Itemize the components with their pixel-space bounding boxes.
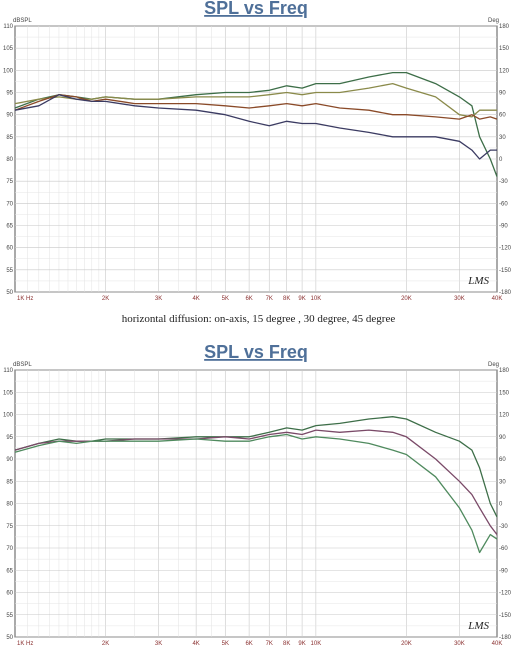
y-tick-label: 100 <box>3 68 14 74</box>
y-right-tick-label: 0 <box>499 157 503 163</box>
y-tick-label: 70 <box>6 546 13 552</box>
y-tick-label: 95 <box>6 91 13 97</box>
y-right-tick-label: 60 <box>499 113 506 119</box>
y-right-tick-label: 30 <box>499 135 506 141</box>
y-tick-label: 75 <box>6 179 13 185</box>
y-right-tick-label: 180 <box>499 368 510 374</box>
x-tick-label: 9K <box>298 641 305 647</box>
x-tick-label: 5K <box>222 296 229 302</box>
y-right-tick-label: -30 <box>499 179 508 185</box>
x-tick-label: 4K <box>192 641 199 647</box>
x-tick-label: 9K <box>298 296 305 302</box>
chart-2: SPL vs Freq dBSPL Deg 50 55 60 65 70 75 80 85 90 95 1… <box>3 342 512 647</box>
lms-logo: LMS <box>467 620 489 632</box>
series-line-3 <box>14 433 498 554</box>
x-tick-label: 40K <box>492 296 503 302</box>
y-tick-label: 85 <box>6 479 13 485</box>
y-tick-label: 55 <box>6 268 13 274</box>
y-right-tick-label: 0 <box>499 502 503 508</box>
y-tick-label: 110 <box>3 24 13 30</box>
x-tick-label: 3K <box>155 641 162 647</box>
y-tick-label: 75 <box>6 524 13 530</box>
x-tick-label: 10K <box>311 641 322 647</box>
x-tick-label: 5K <box>222 641 229 647</box>
y-tick-label: 60 <box>6 246 13 252</box>
y-right-tick-label: -150 <box>499 268 512 274</box>
x-tick-label: 30K <box>454 641 465 647</box>
y-tick-label: 80 <box>6 157 13 163</box>
y-tick-label: 80 <box>6 502 13 508</box>
y-tick-label: 50 <box>6 290 13 296</box>
x-tick-label: 30K <box>454 296 465 302</box>
x-tick-label: 40K <box>492 641 503 647</box>
series-line-2 <box>14 82 497 118</box>
y-right-tick-label: 120 <box>499 68 510 74</box>
x-tick-label: 10K <box>311 296 322 302</box>
y-right-tick-label: 90 <box>499 435 506 441</box>
x-tick-label: 20K <box>401 296 412 302</box>
x-tick-label: 2K <box>102 641 109 647</box>
y-right-tick-label: -180 <box>499 635 512 641</box>
x-tick-label: 8K <box>283 641 290 647</box>
x-tick-label: 6K <box>245 296 252 302</box>
y-tick-label: 50 <box>6 635 13 641</box>
y-right-tick-label: 180 <box>499 24 510 30</box>
y-axis-label-left: dBSPL <box>13 18 32 24</box>
chart-1: SPL vs Freq dBSPL Deg 50 55 60 65 70 75 80 85 90 95 1… <box>3 0 512 302</box>
y-right-tick-label: -90 <box>499 224 508 230</box>
y-right-tick-label: -60 <box>499 546 508 552</box>
y-right-tick-label: 150 <box>499 46 510 52</box>
chart-title: SPL vs Freq <box>204 0 308 18</box>
y-tick-label: 65 <box>6 224 13 230</box>
y-axis-label-right: Deg <box>488 18 499 24</box>
y-right-tick-label: -60 <box>499 201 508 207</box>
series-line-4 <box>14 94 497 160</box>
y-right-tick-label: 60 <box>499 457 506 463</box>
x-tick-label: 20K <box>401 641 412 647</box>
y-axis-label-left: dBSPL <box>13 362 32 368</box>
y-right-tick-label: -90 <box>499 568 508 574</box>
y-tick-label: 90 <box>6 457 13 463</box>
y-tick-label: 90 <box>6 113 13 119</box>
x-tick-label: 4K <box>192 296 199 302</box>
y-right-tick-label: -120 <box>499 246 512 252</box>
y-tick-label: 105 <box>3 390 14 396</box>
x-tick-label: 3K <box>155 296 162 302</box>
y-tick-label: 55 <box>6 613 13 619</box>
chart-title: SPL vs Freq <box>204 342 308 362</box>
y-tick-label: 65 <box>6 568 13 574</box>
y-right-tick-label: 120 <box>499 413 510 419</box>
y-tick-label: 105 <box>3 46 14 52</box>
x-tick-label: 6K <box>245 641 252 647</box>
y-right-tick-label: -150 <box>499 613 512 619</box>
y-tick-label: 100 <box>3 413 14 419</box>
y-right-tick-label: 30 <box>499 479 506 485</box>
y-right-tick-label: -120 <box>499 591 512 597</box>
y-axis-label-right: Deg <box>488 362 499 368</box>
y-right-tick-label: -30 <box>499 524 508 530</box>
y-tick-label: 110 <box>3 368 13 374</box>
y-right-tick-label: 150 <box>499 390 510 396</box>
x-tick-label: 1K Hz <box>17 296 33 302</box>
lms-logo: LMS <box>467 275 489 287</box>
y-tick-label: 85 <box>6 135 13 141</box>
y-right-tick-label: 90 <box>499 91 506 97</box>
y-tick-label: 60 <box>6 591 13 597</box>
x-tick-label: 7K <box>266 641 273 647</box>
x-tick-label: 7K <box>266 296 273 302</box>
y-right-tick-label: -180 <box>499 290 512 296</box>
x-tick-label: 1K Hz <box>17 641 33 647</box>
y-tick-label: 95 <box>6 435 13 441</box>
x-tick-label: 8K <box>283 296 290 302</box>
y-tick-label: 70 <box>6 201 13 207</box>
figure-caption: horizontal diffusion: on-axis, 15 degree… <box>121 313 396 325</box>
x-tick-label: 2K <box>102 296 109 302</box>
